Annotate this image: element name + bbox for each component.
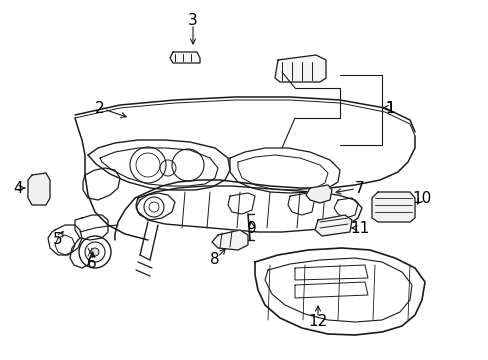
Text: 6: 6 [87, 256, 97, 271]
Polygon shape [274, 55, 325, 82]
Text: 7: 7 [354, 180, 364, 195]
Text: 2: 2 [95, 100, 104, 116]
Polygon shape [314, 215, 351, 236]
Text: 9: 9 [246, 220, 256, 235]
Text: 1: 1 [385, 100, 394, 116]
Polygon shape [371, 192, 414, 222]
Text: 8: 8 [210, 252, 220, 267]
Text: 4: 4 [13, 180, 23, 195]
Polygon shape [305, 185, 331, 203]
Text: 5: 5 [53, 233, 62, 248]
Polygon shape [170, 52, 200, 63]
Text: 10: 10 [411, 190, 431, 206]
Polygon shape [212, 230, 247, 250]
Polygon shape [28, 173, 50, 205]
Text: 11: 11 [350, 220, 369, 235]
Text: 1: 1 [385, 100, 394, 116]
Text: 3: 3 [188, 13, 198, 27]
Circle shape [91, 248, 99, 256]
Text: 12: 12 [308, 315, 327, 329]
